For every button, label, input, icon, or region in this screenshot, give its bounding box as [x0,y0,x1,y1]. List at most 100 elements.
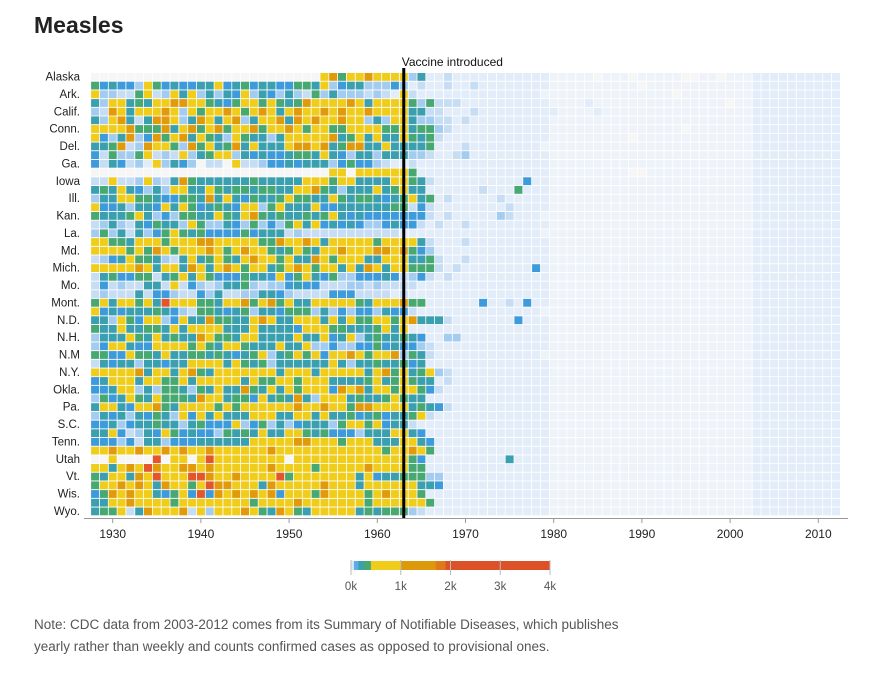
heatmap-cell [779,107,787,116]
heatmap-cell [611,203,620,212]
heatmap-cell [302,133,311,142]
heatmap-cell [249,177,258,186]
heatmap-cell [761,246,770,255]
heatmap-cell [734,394,743,403]
heatmap-cell [426,220,435,229]
heatmap-cell [196,298,205,307]
heatmap-cell [443,507,452,516]
heatmap-cell [523,368,532,377]
heatmap-cell [558,99,567,107]
heatmap-cell [743,255,752,264]
legend-tick-label: 0k [345,581,357,593]
heatmap-cell [276,325,285,333]
heatmap-cell [373,107,382,116]
heatmap-cell [214,238,223,246]
heatmap-cell [311,403,320,411]
heatmap-cell [779,290,787,299]
heatmap-cell [831,125,840,133]
heatmap-cell [488,212,496,220]
heatmap-cell [823,298,832,307]
heatmap-cell [373,342,382,351]
heatmap-cell [523,385,532,394]
heatmap-cell [620,212,629,220]
heatmap-cell [629,194,638,203]
heatmap-cell [743,490,752,498]
heatmap-cell [170,498,179,507]
heatmap-cell [196,377,205,385]
heatmap-cell [232,481,241,490]
heatmap-cell [443,186,452,194]
heatmap-cell [223,99,232,107]
heatmap-cell [144,446,152,455]
heatmap-cell [99,394,108,403]
heatmap-cell [91,368,100,377]
heatmap-cell [779,333,787,342]
heatmap-cell [91,107,100,116]
heatmap-cell [91,281,100,290]
heatmap-cell [249,107,258,116]
heatmap-cell [726,446,735,455]
heatmap-cell [602,151,611,159]
heatmap-cell [355,151,364,159]
heatmap-cell [620,220,629,229]
heatmap-cell [205,142,214,151]
heatmap-cell [117,403,126,411]
heatmap-cell [144,159,152,168]
heatmap-cell [558,446,567,455]
heatmap-cell [717,325,726,333]
heatmap-cell [655,498,664,507]
heatmap-cell [302,194,311,203]
heatmap-cell [249,333,258,342]
heatmap-cell [514,246,523,255]
heatmap-cell [690,220,699,229]
heatmap-cell [267,159,276,168]
heatmap-cell [726,264,735,272]
heatmap-cell [540,281,549,290]
heatmap-cell [267,464,276,472]
heatmap-cell [532,229,541,238]
heatmap-cell [558,264,567,272]
heatmap-cell [293,159,302,168]
heatmap-cell [567,455,576,464]
heatmap-cell [223,438,232,446]
heatmap-cell [311,159,320,168]
heatmap-cell [258,351,267,359]
heatmap-cell [805,90,814,99]
heatmap-cell [320,420,329,429]
heatmap-cell [673,377,682,385]
heatmap-cell [611,368,620,377]
heatmap-cell [726,212,735,220]
legend-tick-label: 4k [544,581,556,593]
heatmap-cell [770,455,779,464]
heatmap-cell [91,151,100,159]
heatmap-cell [761,507,770,516]
heatmap-cell [117,142,126,151]
heatmap-cell [549,455,558,464]
heatmap-cell [805,411,814,420]
heatmap-cell [540,238,549,246]
heatmap-cell [761,481,770,490]
heatmap-cell [117,229,126,238]
heatmap-cell [408,368,417,377]
heatmap-cell [549,298,558,307]
heatmap-cell [479,429,488,438]
heatmap-cell [629,351,638,359]
heatmap-cell [338,264,346,272]
heatmap-cell [276,177,285,186]
heatmap-cell [734,420,743,429]
heatmap-cell [796,385,805,394]
heatmap-cell [655,490,664,498]
heatmap-cell [408,272,417,281]
heatmap-cell [126,203,135,212]
heatmap-cell [152,438,161,446]
heatmap-cell [241,220,249,229]
heatmap-cell [593,264,602,272]
heatmap-cell [708,229,717,238]
heatmap-cell [267,316,276,325]
heatmap-cell [241,307,249,316]
heatmap-cell [611,133,620,142]
heatmap-cell [126,507,135,516]
heatmap-cell [682,420,690,429]
heatmap-cell [461,290,470,299]
heatmap-cell [779,394,787,403]
